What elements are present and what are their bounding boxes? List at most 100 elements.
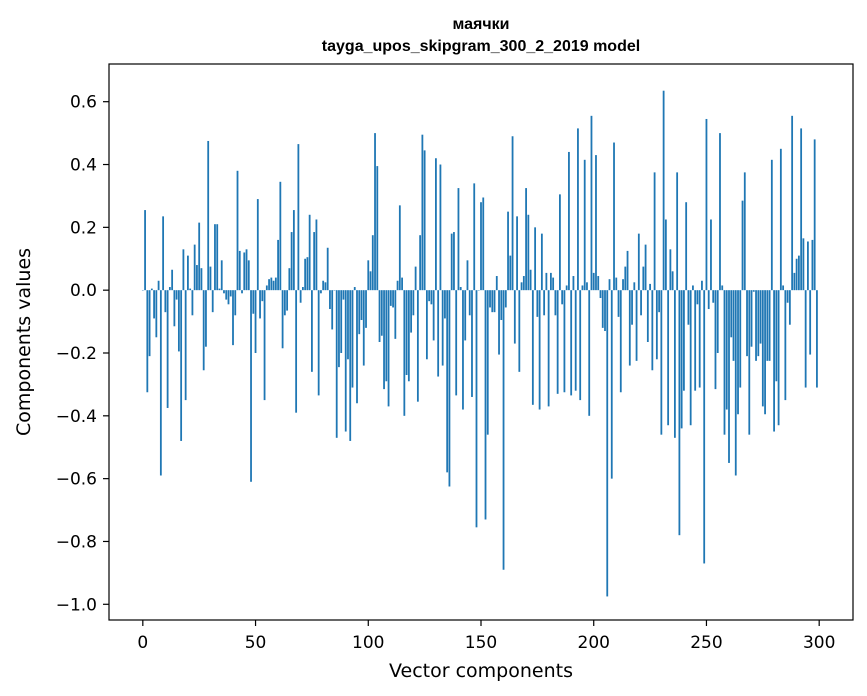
bar-209: [613, 142, 615, 291]
bar-279: [770, 159, 773, 291]
bar-205: [604, 290, 606, 332]
y-tick-label: −1.0: [56, 595, 97, 615]
bar-80: [322, 280, 325, 291]
bar-249: [703, 290, 706, 564]
y-tick-label: 0.2: [70, 218, 97, 238]
bar-118: [407, 290, 410, 382]
bar-162: [507, 211, 509, 291]
bar-136: [448, 290, 451, 487]
bar-197: [586, 282, 588, 291]
bar-227: [653, 172, 656, 291]
x-tick-label: 200: [578, 633, 610, 653]
bar-169: [522, 276, 525, 291]
bar-36: [223, 290, 225, 294]
bar-137: [450, 233, 453, 291]
bar-226: [651, 290, 654, 371]
x-tick-label: 300: [803, 633, 835, 653]
bar-155: [491, 290, 494, 313]
bar-70: [299, 290, 302, 303]
bar-297: [811, 239, 814, 291]
bar-164: [511, 136, 514, 291]
bar-62: [281, 290, 284, 349]
bar-267: [743, 172, 746, 291]
x-axis: 0 50 100 150 200 250 300: [137, 620, 835, 653]
bar-64: [286, 290, 289, 311]
y-axis: 0.6 0.4 0.2 0.0 −0.2 −0.4 −0.6 −0.8 −1.0: [56, 93, 109, 615]
bar-128: [430, 290, 433, 305]
bar-257: [721, 285, 724, 291]
bar-170: [525, 188, 527, 291]
bar-206: [606, 290, 609, 597]
bar-29: [207, 140, 210, 291]
bar-241: [685, 202, 688, 291]
bar-44: [241, 290, 243, 294]
bar-92: [349, 290, 352, 441]
bar-99: [365, 290, 367, 328]
bar-167: [518, 290, 521, 372]
bar-116: [403, 290, 406, 416]
bar-125: [423, 150, 426, 291]
bar-274: [759, 290, 762, 344]
bar-201: [595, 155, 597, 291]
bar-237: [676, 172, 679, 291]
bar-194: [579, 290, 582, 401]
bar-108: [385, 290, 388, 382]
bar-74: [308, 214, 311, 291]
bar-184: [556, 290, 559, 394]
bar-166: [516, 216, 518, 291]
bar-298: [813, 139, 816, 291]
bar-177: [540, 233, 543, 291]
bar-283: [779, 148, 782, 291]
bar-290: [795, 258, 798, 291]
bar-220: [637, 233, 640, 291]
bar-72: [304, 258, 307, 291]
bar-87: [338, 290, 340, 368]
bar-264: [737, 290, 739, 415]
bar-59: [274, 277, 277, 291]
bar-9: [162, 216, 165, 291]
bar-21: [189, 288, 192, 291]
bar-224: [646, 290, 649, 342]
bar-289: [793, 272, 796, 291]
bar-246: [696, 290, 699, 305]
bar-182: [552, 277, 555, 291]
bar-145: [468, 290, 471, 316]
bar-252: [710, 219, 712, 291]
bar-272: [755, 290, 757, 361]
bar-293: [802, 238, 805, 291]
bar-269: [748, 290, 751, 435]
bar-146: [471, 290, 473, 397]
bar-174: [534, 227, 537, 291]
bar-37: [225, 290, 228, 300]
bar-256: [719, 133, 721, 291]
bar-151: [482, 197, 485, 291]
x-axis-label: Vector components: [389, 660, 573, 682]
y-tick-label: 0.0: [70, 281, 97, 301]
bar-142: [462, 290, 464, 410]
bar-172: [529, 269, 532, 291]
bar-55: [265, 285, 268, 291]
bar-286: [786, 290, 789, 303]
bar-153: [486, 290, 489, 435]
bar-141: [459, 287, 462, 291]
bar-86: [335, 290, 338, 438]
bar-287: [788, 290, 791, 325]
bar-255: [716, 290, 719, 353]
bar-41: [234, 290, 237, 316]
bar-202: [597, 276, 600, 291]
bar-122: [416, 290, 419, 402]
bar-284: [782, 285, 785, 291]
bar-299: [816, 290, 818, 388]
bar-213: [622, 279, 624, 291]
bar-24: [196, 265, 198, 291]
bar-25: [198, 222, 201, 291]
chart-title: маячки: [453, 16, 510, 33]
bar-144: [466, 260, 469, 291]
bar-180: [547, 290, 550, 407]
bar-67: [292, 210, 295, 291]
bar-90: [344, 290, 347, 432]
bar-31: [211, 290, 214, 313]
bar-28: [205, 290, 207, 347]
bar-120: [412, 290, 415, 316]
bar-191: [572, 276, 575, 291]
